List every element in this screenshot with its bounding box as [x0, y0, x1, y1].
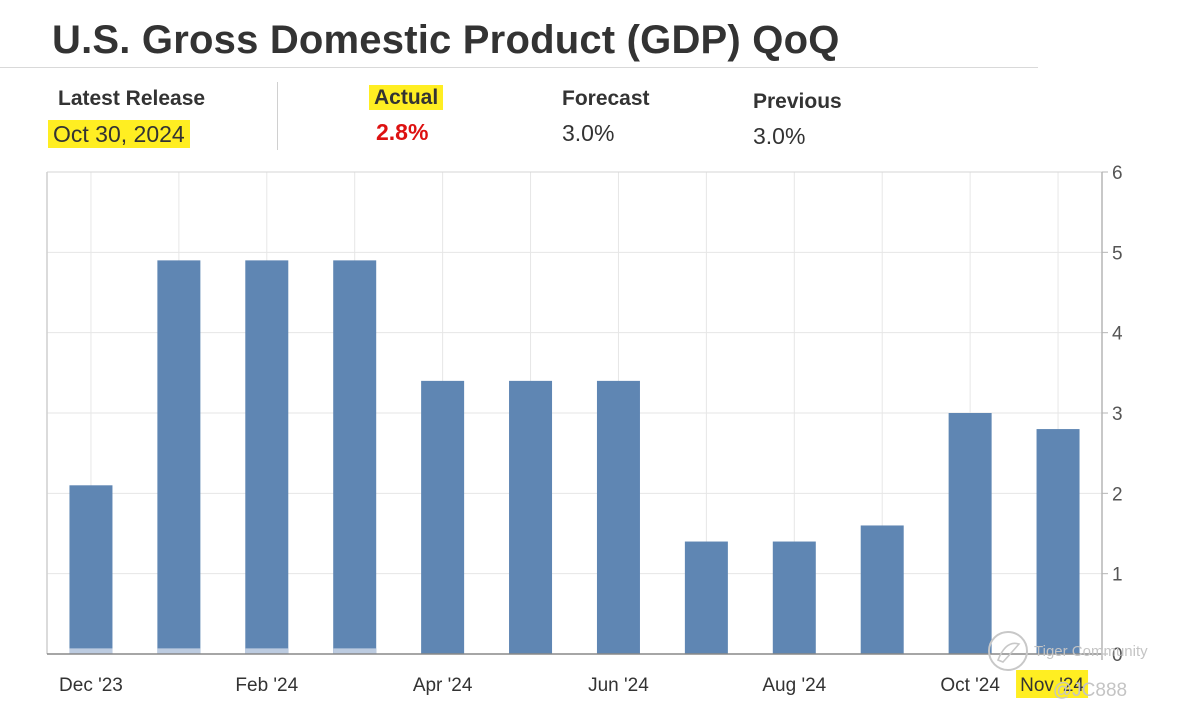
grid-layer	[47, 171, 1102, 654]
tiger-logo-icon	[988, 631, 1028, 671]
bar-jul-24	[684, 541, 728, 654]
previous-value: 3.0%	[753, 123, 806, 149]
forecast-value: 3.0%	[562, 120, 615, 146]
watermark: Tiger Community @JC888	[988, 631, 1148, 701]
latest-release-date: Oct 30, 2024	[48, 120, 190, 148]
bar-jun-24	[596, 380, 640, 654]
x-tick-label: Aug '24	[762, 675, 826, 696]
title-divider	[0, 67, 1038, 68]
actual-value: 2.8%	[376, 119, 429, 145]
page-title: U.S. Gross Domestic Product (GDP) QoQ	[52, 18, 840, 62]
bar-nov-24	[1036, 429, 1080, 654]
y-tick-label: 3	[1112, 404, 1123, 425]
watermark-brand: Tiger Community	[1034, 643, 1148, 660]
y-tick-label: 5	[1112, 243, 1123, 264]
bar-stub	[245, 648, 289, 654]
bar-dec-23	[69, 485, 113, 654]
actual-label: Actual	[369, 85, 444, 110]
previous-label: Previous	[753, 90, 842, 113]
x-tick-label: Oct '24	[940, 675, 1000, 696]
x-tick-highlight	[1016, 670, 1089, 698]
x-tick-label: Nov '24	[1020, 675, 1084, 696]
x-tick-label: Feb '24	[235, 675, 298, 696]
bar-apr-24	[421, 380, 465, 654]
bar-may-24	[509, 380, 553, 654]
bar-stub	[69, 648, 113, 654]
bar-aug-24	[772, 541, 816, 654]
bar-layer	[69, 260, 1080, 654]
x-tick-label: Apr '24	[413, 675, 473, 696]
y-tick-label: 4	[1112, 324, 1123, 345]
x-tick-label: Jun '24	[588, 675, 649, 696]
actual-label-text: Actual	[369, 85, 444, 110]
y-tick-label: 1	[1112, 565, 1123, 586]
watermark-user: @JC888	[1053, 680, 1127, 701]
y-tick-label: 6	[1112, 163, 1123, 184]
stats-divider	[277, 82, 278, 150]
bar-oct-24	[948, 413, 992, 654]
axis-layer: 0 1 2 3 4 5 6 Dec '23 Feb '24 Apr '24 Jun '24 Aug '…	[46, 163, 1123, 698]
bar-stub	[333, 648, 377, 654]
bar-jan-24	[157, 260, 201, 654]
latest-release-label: Latest Release	[58, 87, 206, 110]
bar-mar-24	[333, 260, 377, 654]
y-tick-label: 0	[1112, 645, 1123, 666]
bar-feb-24	[245, 260, 289, 654]
forecast-label: Forecast	[562, 87, 650, 110]
x-tick-label: Dec '23	[59, 675, 123, 696]
y-tick-label: 2	[1112, 484, 1123, 505]
latest-release-value: Oct 30, 2024	[48, 120, 190, 148]
bar-sep-24	[860, 525, 904, 654]
bar-stub	[157, 648, 201, 654]
